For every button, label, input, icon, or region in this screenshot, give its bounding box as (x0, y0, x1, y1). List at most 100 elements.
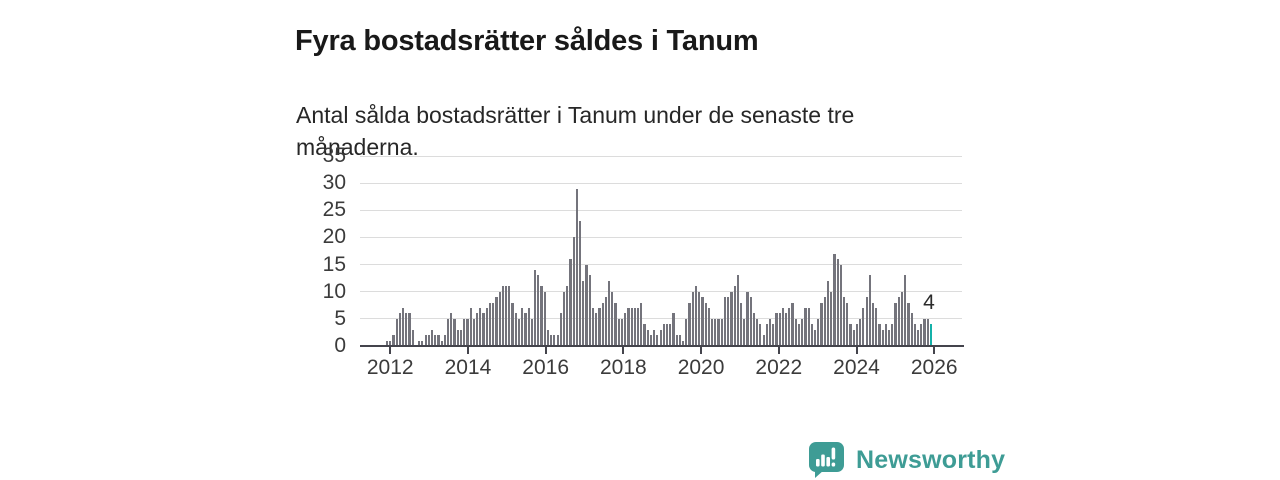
bar (778, 313, 781, 346)
bar (823, 297, 826, 346)
grid-line (360, 209, 962, 211)
bar (488, 302, 492, 346)
bar (553, 335, 556, 346)
bar (678, 335, 681, 346)
bar (601, 302, 604, 346)
bar (772, 324, 775, 346)
bar (437, 335, 440, 346)
y-tick-label: 20 (322, 225, 346, 249)
newsworthy-logo: Newsworthy (806, 441, 1005, 479)
bar (675, 335, 678, 346)
bar (746, 291, 749, 346)
grid-line (360, 264, 962, 266)
bar (817, 318, 820, 346)
x-tick-label: 2020 (677, 356, 725, 379)
bar (894, 302, 897, 346)
bar (659, 329, 662, 346)
y-tick-label: 25 (322, 198, 346, 222)
bar (630, 308, 633, 346)
bar (440, 340, 443, 346)
x-tick-mark (700, 347, 703, 354)
bar (443, 335, 447, 346)
bar (913, 324, 916, 346)
bar (662, 324, 665, 346)
bar (611, 291, 614, 346)
bar (653, 329, 656, 346)
bar (711, 318, 714, 346)
y-tick-label: 15 (322, 252, 346, 276)
chart-subtitle: Antal sålda bostadsrätter i Tanum under … (296, 102, 855, 160)
bar (842, 297, 846, 346)
bar (469, 308, 472, 346)
grid-line (360, 236, 962, 238)
bar (501, 286, 504, 346)
bar (810, 324, 813, 346)
x-tick-label: 2016 (522, 356, 569, 379)
bar (862, 308, 865, 346)
y-tick-label: 30 (322, 171, 346, 195)
bar (814, 329, 817, 346)
bar (450, 313, 453, 346)
bar (868, 275, 871, 346)
bar (688, 302, 691, 346)
bar (640, 302, 643, 346)
plot-area (360, 155, 962, 346)
bar (411, 329, 414, 346)
bar (846, 302, 849, 346)
bar (550, 335, 553, 346)
x-tick-label: 2026 (910, 356, 958, 379)
bar (736, 275, 739, 346)
bar (620, 318, 624, 346)
bar (891, 324, 894, 346)
bar (723, 297, 727, 346)
bar (624, 313, 627, 346)
bar (427, 335, 430, 346)
bar (743, 318, 746, 346)
x-tick-label: 2014 (444, 356, 492, 379)
x-tick-mark (544, 347, 547, 354)
bar (608, 280, 611, 346)
bar (562, 291, 566, 346)
last-value-label: 4 (923, 291, 935, 314)
bar (401, 308, 405, 346)
grid-line (360, 155, 962, 157)
bar (656, 335, 659, 346)
bar (521, 308, 524, 346)
bar (546, 329, 550, 346)
bar (836, 259, 839, 346)
bar (533, 270, 537, 346)
bar (839, 264, 842, 346)
bar (801, 318, 804, 346)
y-tick-label: 35 (322, 144, 346, 167)
bar (797, 324, 801, 346)
bar (582, 280, 585, 346)
bar (762, 335, 765, 346)
x-tick-label: 2022 (755, 356, 803, 379)
bar (537, 275, 540, 346)
bar (759, 324, 762, 346)
bar (749, 297, 752, 346)
bar (508, 286, 511, 346)
grid-line (360, 182, 962, 184)
bar (698, 291, 701, 346)
bar (482, 313, 485, 346)
grid-line (360, 291, 962, 293)
bar (614, 302, 617, 346)
bar (665, 324, 669, 346)
bar (498, 291, 501, 346)
bar (434, 335, 437, 346)
x-tick-mark (389, 347, 392, 354)
bar (543, 291, 546, 346)
bar (775, 313, 778, 346)
bar (566, 286, 569, 346)
x-tick-mark (777, 347, 780, 354)
bar (794, 318, 797, 346)
x-tick-mark (855, 347, 858, 354)
bar (511, 302, 514, 346)
bar (456, 329, 459, 346)
bar (598, 308, 601, 346)
bar (900, 291, 904, 346)
bar (459, 329, 463, 346)
bar (617, 318, 620, 346)
